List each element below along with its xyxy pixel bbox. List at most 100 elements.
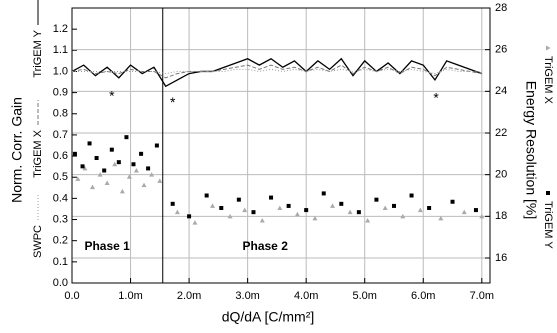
point [94,156,99,160]
x-tick-label: 7.0m [470,290,494,302]
line [71,64,482,79]
point [192,220,198,225]
annotation: * [170,94,176,110]
point [409,193,414,198]
point [141,182,147,188]
point [304,208,309,213]
legend-label: SWPC [32,225,44,258]
point [269,195,274,200]
point [473,208,478,213]
y2-tick-label: 18 [495,210,507,222]
x-tick-label: 0.0 [64,290,79,302]
point [97,172,103,177]
point [133,168,139,173]
point [157,178,163,183]
point [374,197,379,202]
point [546,45,551,51]
point [112,161,118,167]
point [417,207,423,213]
point [227,213,233,219]
point [109,147,114,152]
y-tick-label: 0.3 [53,213,68,225]
point [80,164,85,169]
point [146,166,151,171]
point [461,209,467,215]
point [124,135,129,140]
y2-tick-label: 24 [495,85,507,97]
point [321,191,326,196]
point [187,214,192,219]
point [277,205,283,210]
point [89,184,95,190]
point [479,213,485,219]
line [71,57,483,88]
point [210,203,216,208]
point [427,206,432,210]
y-tick-label: 0.2 [53,235,68,247]
legend-label: TriGEM Y [32,29,44,77]
annotation: * [109,88,115,104]
x-axis-label: dQ/dA [C/mm²] [222,309,315,325]
point [330,203,336,208]
point [102,168,107,173]
x-tick-label: 5.0m [352,290,376,302]
point [154,143,159,148]
legend-item: SWPC [32,195,44,258]
point [149,172,155,177]
x-tick-label: 4.0m [294,290,318,302]
y-tick-label: 0.7 [53,129,68,141]
y-tick-label: 0.6 [53,150,68,162]
point [312,215,318,221]
x-tick-label: 6.0m [411,290,435,302]
y2-tick-label: 16 [495,252,507,264]
point [174,209,180,215]
point [72,151,77,156]
y2-axis-label: Energy Resolution [%] [523,81,539,220]
x-tick-label: 3.0m [235,290,259,302]
point [126,174,132,179]
y2-tick-label: 26 [495,44,507,56]
y-tick-label: 0.9 [53,87,68,99]
point [204,193,209,198]
legend-label: TriGEM X [32,129,44,178]
point [219,206,224,210]
point [365,218,371,223]
y-tick-label: 0.8 [53,108,68,120]
legend-item: TriGEM X [542,45,554,105]
annotation: Phase 2 [243,239,289,253]
point [259,218,265,223]
point [339,201,344,206]
legend-label: TriGEM Y [542,201,554,249]
point [242,207,248,213]
point [236,197,241,202]
y-tick-label: 0.4 [53,192,68,204]
x-tick-label: 2.0m [177,290,201,302]
point [82,165,88,171]
point [251,210,256,215]
point [286,203,291,208]
y2-tick-label: 20 [495,169,507,181]
point [170,201,175,206]
point [87,141,92,146]
point [391,203,396,208]
point [131,162,136,167]
y-tick-label: 1.0 [53,65,68,77]
plot-frame [71,7,491,284]
legend-label: TriGEM X [542,56,554,105]
legend-item: TriGEM X [32,100,44,178]
annotation: * [433,90,439,106]
point [294,211,300,217]
y2-tick-label: 22 [495,127,507,139]
y-tick-label: 0.1 [53,256,68,268]
legend-item: TriGEM Y [32,0,44,78]
point [139,151,144,156]
y-tick-label: 1.1 [53,44,68,56]
point [438,215,444,221]
point [356,210,361,215]
point [347,209,353,215]
legend-item: TriGEM Y [542,191,554,249]
x-tick-label: 1.0m [118,290,142,302]
point [75,176,81,181]
y2-tick-label: 28 [495,2,507,14]
point [116,160,121,165]
